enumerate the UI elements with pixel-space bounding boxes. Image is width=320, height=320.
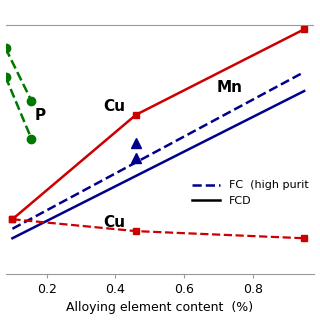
Legend: FC  (high purit, FCD: FC (high purit, FCD xyxy=(189,177,312,209)
Text: Mn: Mn xyxy=(217,80,243,95)
Text: Cu: Cu xyxy=(103,99,125,114)
Text: Cu: Cu xyxy=(103,215,125,230)
X-axis label: Alloying element content  (%): Alloying element content (%) xyxy=(67,301,253,315)
Text: P: P xyxy=(35,108,46,124)
